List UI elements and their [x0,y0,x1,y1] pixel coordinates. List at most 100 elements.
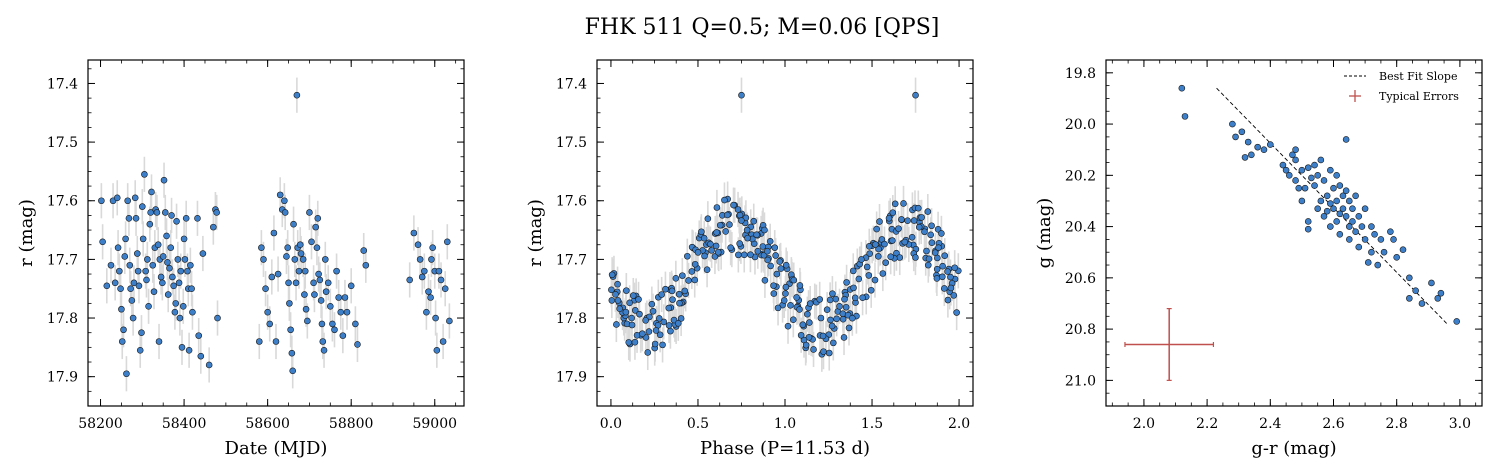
data-point [691,260,699,268]
data-point [782,283,790,291]
data-point [1349,218,1356,225]
data-point [1342,213,1350,220]
data-point [1229,120,1236,128]
data-point [1289,151,1296,159]
data-point [435,267,443,275]
data-point [179,303,187,310]
data-point [1434,295,1442,302]
data-point [841,295,848,303]
data-point [432,314,439,322]
data-point [1279,161,1287,169]
data-point [141,171,148,178]
data-point [759,243,767,250]
data-point [138,329,145,336]
data-point [738,91,745,99]
data-point [1285,172,1293,179]
data-point [1330,184,1337,192]
data-point [944,296,952,304]
data-point [1333,172,1340,179]
data-point [771,244,779,251]
data-point [636,310,643,318]
data-point [915,223,923,231]
data-point [1336,210,1344,218]
x-tick-label: 58800 [329,416,374,432]
data-point [616,305,623,313]
data-point [764,247,771,255]
data-point [885,214,893,222]
data-point [827,316,834,324]
data-point [761,226,768,234]
data-point [297,250,305,257]
data-point [1352,192,1359,200]
data-point [793,294,800,301]
data-point [876,218,883,225]
x-axis-label: g-r (mag) [1251,438,1336,459]
data-point [872,241,879,248]
x-tick-label: 1.5 [861,416,883,432]
data-point [790,316,797,324]
data-point [873,225,880,233]
data-point [164,259,171,266]
data-point [708,247,715,254]
data-point [410,229,418,237]
data-point [716,221,724,229]
data-point [918,214,925,221]
data-point [310,279,317,287]
data-point [817,314,825,322]
data-point [1399,246,1407,253]
data-point [866,250,873,257]
data-point [293,91,301,99]
data-point [161,209,169,216]
data-point [1428,279,1435,287]
data-point [1361,236,1369,243]
x-tick-label: 59000 [412,416,457,432]
data-point [320,346,328,354]
data-point [608,271,616,279]
data-point [178,344,186,351]
data-point [331,326,338,334]
data-point [1364,259,1372,266]
data-point [281,197,288,205]
data-point [950,292,958,299]
data-point [180,235,188,243]
data-point [727,244,734,252]
data-point [825,349,833,357]
data-point [896,254,904,261]
data-point [722,228,729,235]
data-point [163,232,170,240]
data-point [1181,113,1189,120]
data-point [416,256,424,263]
data-point [734,206,742,213]
data-point [681,287,689,295]
data-point [139,235,147,243]
data-point [133,250,141,257]
data-point [951,264,958,272]
x-tick-label: 58600 [245,416,290,432]
data-point [740,251,748,259]
data-point [266,320,274,328]
data-point [99,238,106,246]
y-tick-label: 17.7 [47,252,78,268]
data-layer [1178,84,1461,325]
data-point [1406,295,1413,302]
x-tick-label: 3.0 [1449,416,1471,432]
x-tick-label: 2.0 [1133,416,1155,432]
data-point [895,225,902,232]
data-point [283,253,290,260]
data-point [284,244,291,251]
y-tick-label: 17.8 [556,311,587,327]
y-tick-label: 17.6 [47,194,78,210]
data-point [306,209,313,216]
data-point [833,315,840,323]
data-point [684,252,691,260]
data-point [707,240,714,248]
y-tick-label: 20.4 [1065,220,1096,236]
data-point [669,296,676,303]
data-point [167,244,175,251]
data-point [1311,182,1318,189]
data-point [339,332,347,339]
data-point [187,261,194,269]
data-point [131,194,139,202]
data-point [255,338,263,345]
data-point [865,242,873,250]
